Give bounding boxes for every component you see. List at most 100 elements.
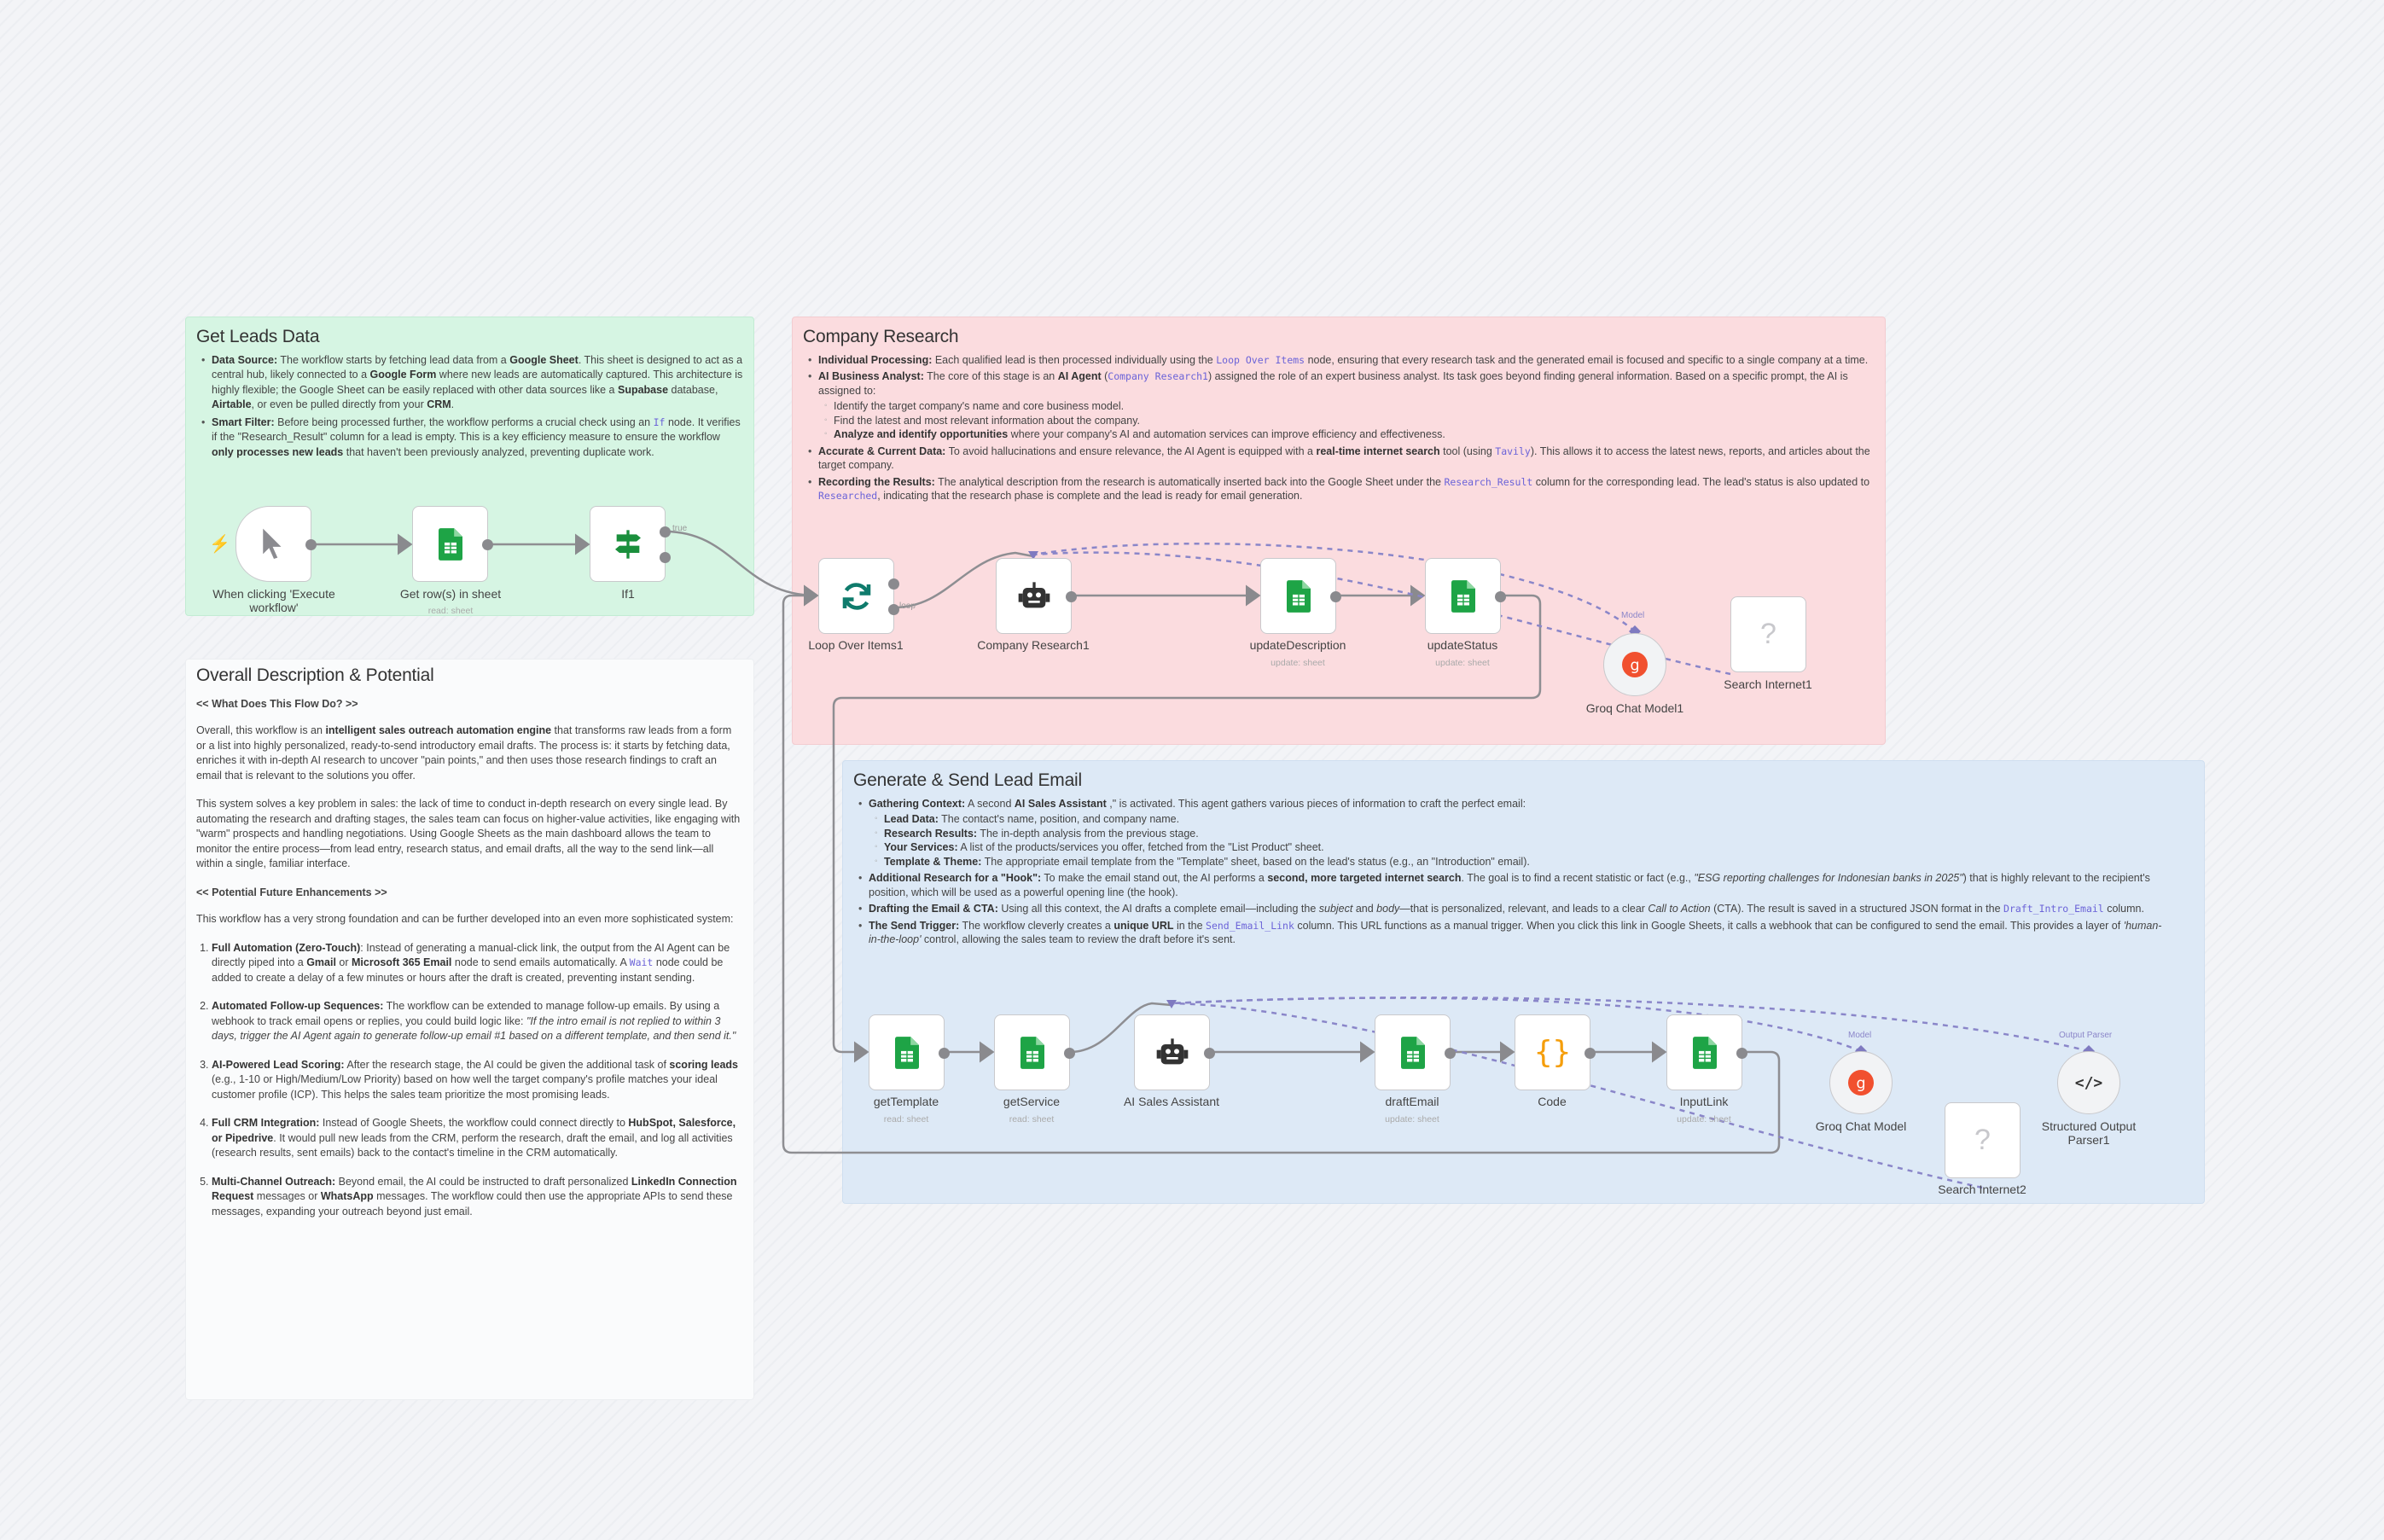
node-subtitle: update: sheet bbox=[1385, 1114, 1439, 1124]
node-groq-chat-model1[interactable]: g bbox=[1603, 633, 1666, 696]
text-segment: After the research stage, the AI could b… bbox=[344, 1058, 670, 1071]
sticky-overall-description[interactable]: Overall Description & Potential << What … bbox=[185, 659, 754, 1400]
text-segment: ). This allows it to access the latest n… bbox=[818, 445, 1870, 472]
node-label: getTemplate bbox=[873, 1095, 939, 1108]
node-subtitle: update: sheet bbox=[1435, 658, 1490, 668]
text-segment: Using all this context, the AI drafts a … bbox=[997, 903, 1319, 915]
bold-text: Gathering Context: bbox=[869, 797, 966, 810]
node-label: draftEmail bbox=[1385, 1095, 1439, 1108]
bullet-list: Gathering Context: A second AI Sales Ass… bbox=[853, 797, 2194, 947]
text-segment: (e.g., 1-10 or High/Medium/Low Priority)… bbox=[212, 1073, 718, 1101]
node-manual-trigger[interactable] bbox=[235, 506, 317, 582]
node-if1[interactable] bbox=[590, 506, 671, 582]
question-icon: ? bbox=[1760, 618, 1776, 650]
text-segment: database, bbox=[668, 383, 718, 396]
bold-text: Your Services: bbox=[884, 841, 958, 853]
bold-text: scoring leads bbox=[669, 1058, 738, 1071]
bold-text: Gmail bbox=[306, 956, 336, 968]
text-segment: The workflow cleverly creates a bbox=[959, 919, 1114, 932]
list-item: AI-Powered Lead Scoring: After the resea… bbox=[212, 1058, 743, 1103]
bold-text: real-time internet search bbox=[1316, 445, 1440, 457]
node-get-template[interactable] bbox=[869, 1014, 950, 1090]
loop-icon bbox=[842, 582, 870, 610]
node-label: updateStatus bbox=[1427, 638, 1498, 652]
node-groq-chat-model[interactable]: g bbox=[1829, 1051, 1893, 1114]
node-loop-over-items[interactable] bbox=[818, 558, 899, 634]
node-draft-email[interactable] bbox=[1375, 1014, 1456, 1090]
text-segment: where new leads are automatically captur… bbox=[212, 369, 743, 396]
bold-text: second, more targeted internet search bbox=[1267, 872, 1462, 884]
bold-text: unique URL bbox=[1114, 919, 1174, 932]
list-item: Your Services: A list of the products/se… bbox=[875, 840, 2168, 855]
text-segment: —that is personalized, relevant, and lea… bbox=[1399, 903, 1648, 915]
node-search-internet2[interactable]: ? bbox=[1945, 1102, 2021, 1178]
list-item: Automated Follow-up Sequences: The workf… bbox=[212, 999, 743, 1044]
text-segment: column for the corresponding lead. The l… bbox=[1532, 475, 1870, 488]
text-segment: messages or bbox=[253, 1190, 321, 1202]
text-segment: control, allowing the sales team to revi… bbox=[921, 933, 1236, 945]
text-segment: Find the latest and most relevant inform… bbox=[834, 414, 1140, 427]
bold-text: Google Form bbox=[369, 369, 437, 381]
italic-text: "ESG reporting challenges for Indonesian… bbox=[1694, 872, 1963, 884]
node-label: When clicking 'Execute workflow' bbox=[212, 587, 335, 614]
node-code[interactable]: {} bbox=[1515, 1014, 1596, 1090]
node-get-service[interactable] bbox=[994, 1014, 1075, 1090]
italic-text: Call to Action bbox=[1648, 903, 1711, 915]
node-update-status[interactable] bbox=[1425, 558, 1506, 634]
bold-text: Full Automation (Zero-Touch) bbox=[212, 941, 361, 954]
edge-label-true: true bbox=[672, 524, 688, 533]
cursor-icon bbox=[262, 528, 281, 559]
sub-list: Lead Data: The contact's name, position,… bbox=[869, 812, 2168, 869]
text-segment: messages. The workflow could then use th… bbox=[212, 1190, 733, 1217]
code-braces-icon: {} bbox=[1533, 1035, 1572, 1070]
bold-text: Recording the Results: bbox=[818, 475, 935, 488]
node-company-research-agent[interactable] bbox=[996, 558, 1077, 634]
text-segment: The appropriate email template from the … bbox=[981, 855, 1530, 868]
if-signpost-icon bbox=[614, 529, 641, 559]
question-icon: ? bbox=[1974, 1124, 1991, 1156]
list-item: Identify the target company's name and c… bbox=[824, 399, 1875, 414]
bold-text: Microsoft 365 Email bbox=[352, 956, 452, 968]
node-label: Loop Over Items1 bbox=[808, 638, 904, 652]
text-segment: Overall, this workflow is an bbox=[196, 724, 326, 736]
node-search-internet1[interactable]: ? bbox=[1730, 596, 1806, 672]
text-segment: and bbox=[1352, 903, 1377, 915]
bold-text: AI Agent bbox=[1057, 370, 1102, 382]
list-item: Individual Processing: Each qualified le… bbox=[808, 353, 1875, 368]
node-subtitle: update: sheet bbox=[1677, 1114, 1731, 1124]
node-label: getService bbox=[1003, 1095, 1061, 1108]
sub-list: Identify the target company's name and c… bbox=[818, 399, 1875, 442]
bold-text: The Send Trigger: bbox=[869, 919, 960, 932]
bold-text: AI-Powered Lead Scoring: bbox=[212, 1058, 345, 1071]
google-sheets-icon bbox=[894, 1036, 919, 1069]
text-segment: . bbox=[451, 398, 455, 410]
section-heading: << Potential Future Enhancements >> bbox=[196, 886, 387, 898]
node-structured-output-parser[interactable]: </> bbox=[2057, 1051, 2120, 1114]
paragraph: Overall, this workflow is an intelligent… bbox=[196, 724, 743, 783]
svg-text:g: g bbox=[1856, 1075, 1865, 1092]
text-segment: , indicating that the research phase is … bbox=[877, 490, 1303, 502]
node-get-rows[interactable] bbox=[412, 506, 493, 582]
code-reference: Loop Over Items bbox=[1216, 353, 1305, 366]
text-segment: that transforms raw leads from a form or… bbox=[196, 724, 732, 782]
bullet-list: Individual Processing: Each qualified le… bbox=[803, 353, 1875, 503]
text-segment: The core of this stage is an bbox=[923, 370, 1058, 382]
bullet-list: Data Source: The workflow starts by fetc… bbox=[196, 353, 743, 461]
node-input-link[interactable] bbox=[1666, 1014, 1747, 1090]
list-item: Additional Research for a "Hook": To mak… bbox=[858, 871, 2168, 899]
text-segment: Identify the target company's name and c… bbox=[834, 400, 1125, 412]
google-sheets-icon bbox=[1020, 1036, 1044, 1069]
node-subtitle: read: sheet bbox=[427, 606, 474, 616]
bold-text: LinkedIn Connection Request bbox=[212, 1175, 737, 1203]
node-label: Search Internet2 bbox=[1938, 1183, 2026, 1196]
text-segment: or bbox=[335, 956, 352, 968]
code-tag-icon: </> bbox=[2074, 1073, 2103, 1092]
node-subtitle: read: sheet bbox=[1009, 1114, 1055, 1124]
italic-text: body bbox=[1376, 903, 1400, 915]
node-subtitle: read: sheet bbox=[883, 1114, 929, 1124]
text-segment: A list of the products/services you offe… bbox=[957, 841, 1324, 853]
node-update-description[interactable] bbox=[1260, 558, 1341, 634]
bold-text: Additional Research for a "Hook": bbox=[869, 872, 1042, 884]
node-label: Get row(s) in sheet bbox=[399, 587, 502, 601]
node-ai-sales-assistant[interactable] bbox=[1134, 1014, 1215, 1090]
